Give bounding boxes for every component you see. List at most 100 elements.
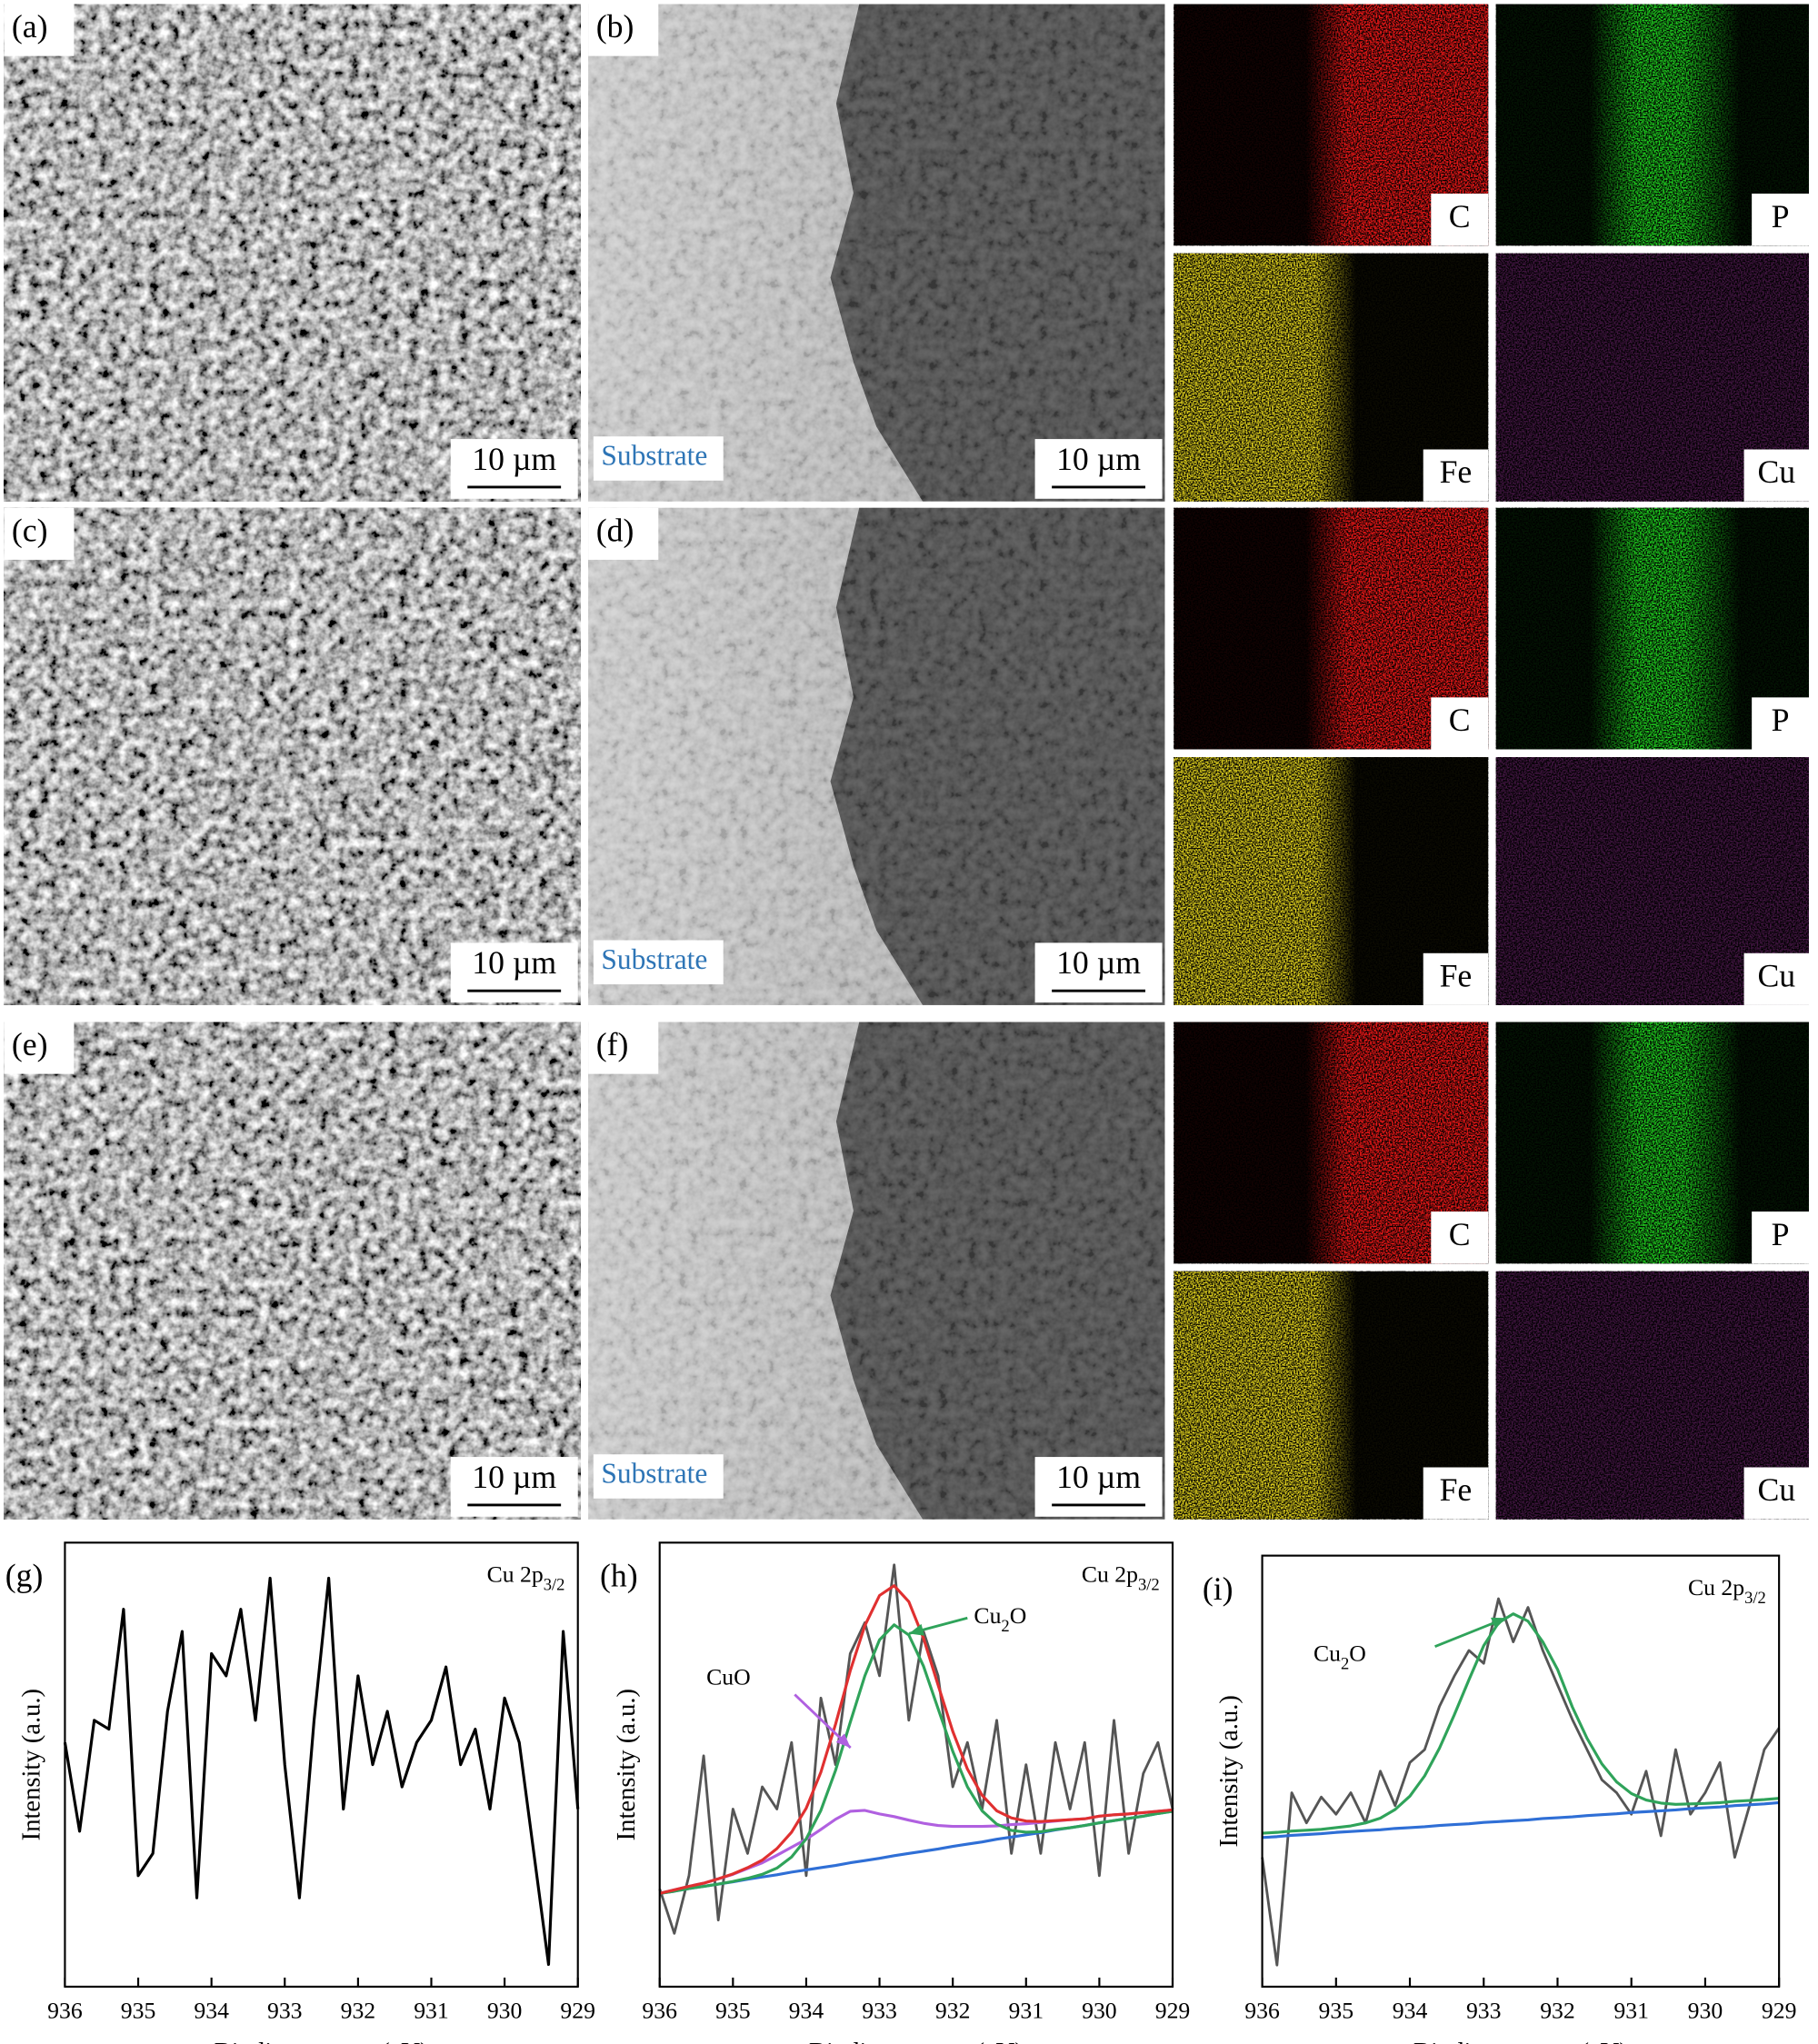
label-box (1743, 1467, 1809, 1520)
annotation: Cu 2p3/2 (487, 1560, 565, 1594)
y-axis-label: Intensity (a.u.) (1215, 1695, 1244, 1847)
x-tick-label: 935 (121, 1997, 156, 2023)
x-tick-label: 934 (194, 1997, 229, 2023)
substrate-label: Substrate (601, 440, 707, 472)
x-tick-label: 931 (414, 1997, 449, 2023)
x-tick-label: 936 (642, 1997, 677, 2023)
peak-label-part: Cu (1314, 1640, 1341, 1667)
element-label: P (1772, 702, 1790, 738)
data-line (659, 1584, 1174, 1895)
element-label: Cu (1757, 1471, 1795, 1508)
label-box (593, 940, 724, 985)
y-axis-label: Intensity (a.u.) (613, 1689, 641, 1840)
label-box (588, 1022, 659, 1074)
panel-label: (i) (1203, 1570, 1234, 1607)
x-axis-label: Binding energy (eV) (215, 2039, 429, 2044)
x-tick-label: 932 (341, 1997, 376, 2023)
sem-image (4, 4, 581, 502)
label-box (1752, 194, 1809, 246)
peak-label: Cu2O (974, 1602, 1026, 1636)
label-box (1423, 952, 1489, 1005)
scale-bar-label: 10 µm (472, 441, 556, 477)
sem-image (4, 507, 581, 1005)
y-axis-label: Intensity (a.u.) (18, 1689, 46, 1840)
label-box (450, 942, 578, 1003)
annotation-part: Cu 2p (1688, 1574, 1744, 1600)
peak-label-part: O (1010, 1602, 1027, 1629)
sem-image (4, 1022, 581, 1520)
data-line (1262, 1800, 1780, 1840)
label-box (1431, 194, 1489, 246)
x-tick-label: 933 (862, 1997, 897, 2023)
label-box (1752, 1211, 1809, 1264)
x-tick-label: 935 (715, 1997, 751, 2023)
panel-label: (b) (596, 8, 634, 45)
plot-frame (1261, 1554, 1781, 1988)
label-box (1431, 1211, 1489, 1264)
x-tick-label: 936 (47, 1997, 83, 2023)
element-label: C (1449, 1216, 1471, 1252)
label-box (1743, 449, 1809, 502)
x-tick-label: 929 (1762, 1997, 1797, 2023)
data-line (1261, 1597, 1781, 1967)
substrate-label: Substrate (601, 1458, 707, 1490)
panel-label: (c) (12, 513, 48, 549)
element-label: Fe (1440, 1471, 1473, 1508)
peak-label: CuO (706, 1663, 751, 1690)
peak-label-part: CuO (706, 1663, 751, 1690)
data-line (63, 1576, 580, 1967)
scale-bar-label: 10 µm (1056, 441, 1141, 477)
x-tick-label: 934 (1393, 1997, 1428, 2023)
label-box (4, 1022, 75, 1074)
scale-bar-label: 10 µm (1056, 1459, 1141, 1495)
label-box (1034, 1457, 1163, 1517)
peak-label-part: Cu (974, 1602, 1001, 1629)
peak-label: Cu2O (1314, 1640, 1366, 1674)
label-box (4, 4, 75, 56)
label-box (1034, 439, 1163, 499)
element-label: C (1449, 702, 1471, 738)
element-label: C (1449, 198, 1471, 234)
texture (588, 4, 1165, 502)
panel-label: (d) (596, 513, 634, 549)
panel-label: (a) (12, 8, 48, 45)
x-axis-label: Binding energy (eV) (809, 2039, 1024, 2044)
scale-bar-label: 10 µm (472, 944, 556, 981)
x-tick-label: 933 (1466, 1997, 1502, 2023)
peak-label-part: 2 (1001, 1617, 1009, 1636)
x-tick-label: 930 (1082, 1997, 1117, 2023)
label-box (1743, 952, 1809, 1005)
annotation: Cu 2p3/2 (1082, 1560, 1160, 1594)
annotation: Cu 2p3/2 (1688, 1574, 1766, 1608)
annotation-part: Cu 2p (1082, 1560, 1138, 1587)
x-tick-label: 929 (560, 1997, 595, 2023)
x-tick-label: 929 (1155, 1997, 1191, 2023)
data-line (659, 1623, 1174, 1895)
x-tick-label: 930 (1688, 1997, 1723, 2023)
label-box (1034, 942, 1163, 1003)
panel-label: (h) (600, 1558, 638, 1594)
label-box (450, 439, 578, 499)
element-label: Cu (1757, 958, 1795, 994)
x-tick-label: 936 (1244, 1997, 1280, 2023)
substrate-label: Substrate (601, 943, 707, 975)
label-box (450, 1457, 578, 1517)
plot-frame (658, 1541, 1174, 1988)
element-label: P (1772, 198, 1790, 234)
texture (588, 1022, 1165, 1520)
label-box (588, 507, 659, 560)
annotation-part: 3/2 (1744, 1589, 1766, 1608)
x-tick-label: 932 (935, 1997, 971, 2023)
element-label: P (1772, 1216, 1790, 1252)
element-label: Fe (1440, 454, 1473, 490)
annotation-part: 3/2 (544, 1575, 565, 1594)
arrow-head (909, 1623, 924, 1636)
panel-label: (g) (5, 1558, 44, 1594)
label-box (1423, 1467, 1489, 1520)
scale-bar-label: 10 µm (1056, 944, 1141, 981)
plot-frame (64, 1541, 579, 1988)
x-tick-label: 931 (1008, 1997, 1044, 2023)
panel-label: (f) (596, 1026, 629, 1062)
x-tick-label: 933 (267, 1997, 303, 2023)
